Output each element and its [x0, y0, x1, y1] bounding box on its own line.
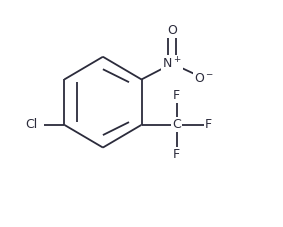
Text: $\mathregular{O}^-$: $\mathregular{O}^-$ — [194, 72, 214, 85]
Text: C: C — [172, 118, 181, 131]
Text: F: F — [173, 148, 180, 161]
Text: O: O — [167, 24, 177, 37]
Text: $\mathregular{N}^+$: $\mathregular{N}^+$ — [162, 56, 182, 71]
Text: Cl: Cl — [25, 118, 38, 131]
Text: F: F — [173, 89, 180, 102]
Text: F: F — [205, 118, 212, 131]
